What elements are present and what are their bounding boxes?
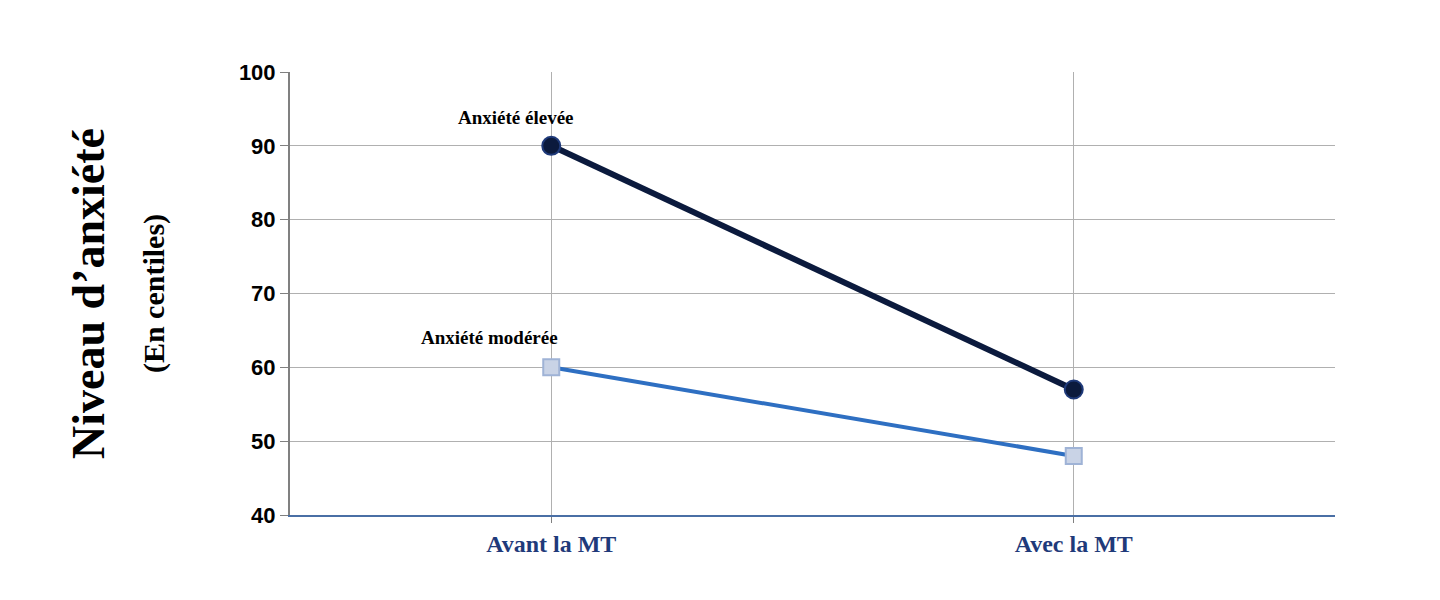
svg-text:60: 60 [251, 355, 275, 380]
svg-text:70: 70 [251, 281, 275, 306]
svg-text:Avec la MT: Avec la MT [1015, 531, 1133, 557]
svg-text:100: 100 [239, 60, 276, 85]
svg-text:90: 90 [251, 134, 275, 159]
svg-text:Anxiété élevée: Anxiété élevée [458, 107, 574, 128]
svg-text:Anxiété modérée: Anxiété modérée [421, 327, 558, 348]
svg-text:Niveau d’anxiété(En centiles): Niveau d’anxiété(En centiles) [63, 128, 171, 459]
svg-text:80: 80 [251, 207, 275, 232]
svg-text:50: 50 [251, 429, 275, 454]
svg-text:Avant la MT: Avant la MT [486, 531, 616, 557]
svg-text:40: 40 [251, 503, 275, 528]
